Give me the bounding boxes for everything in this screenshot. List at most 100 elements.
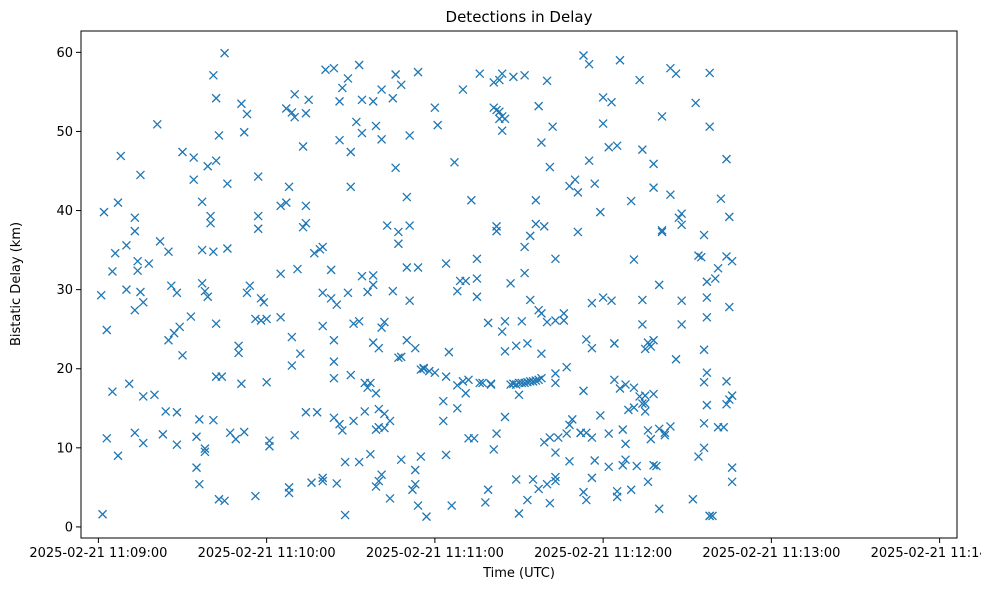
data-point: [665, 422, 675, 431]
data-point: [346, 147, 356, 157]
data-point: [702, 293, 712, 303]
data-point: [349, 416, 359, 426]
data-point: [579, 487, 588, 497]
y-tick-label: 0: [65, 520, 73, 535]
data-point: [281, 198, 291, 208]
data-point: [615, 384, 625, 393]
data-point: [410, 343, 420, 353]
data-point: [116, 151, 126, 161]
data-point: [607, 296, 616, 306]
data-point: [472, 254, 482, 264]
data-point: [724, 212, 734, 222]
data-point: [722, 376, 731, 386]
data-point: [172, 407, 182, 417]
data-point: [309, 248, 319, 258]
data-point: [452, 380, 462, 390]
data-point: [612, 492, 622, 502]
data-point: [618, 425, 628, 435]
data-point: [699, 345, 709, 355]
data-point: [545, 162, 555, 172]
data-point: [349, 319, 359, 329]
data-point: [727, 391, 737, 401]
data-point: [708, 511, 717, 521]
data-point: [520, 378, 530, 388]
markers-group: [96, 48, 737, 522]
data-point: [702, 312, 712, 322]
data-point: [335, 135, 344, 145]
data-point: [197, 245, 207, 255]
data-point: [385, 493, 395, 503]
data-point: [452, 403, 462, 413]
y-tick-label: 60: [56, 46, 73, 61]
data-point: [357, 95, 367, 105]
data-point: [548, 122, 558, 132]
data-point: [724, 302, 734, 312]
data-point: [175, 322, 185, 332]
data-point: [699, 377, 709, 387]
y-tick-label: 10: [56, 441, 73, 456]
data-point: [192, 463, 201, 473]
data-point: [621, 380, 631, 390]
data-point: [206, 211, 216, 221]
data-point: [472, 292, 482, 302]
data-point: [483, 485, 493, 495]
data-point: [472, 274, 482, 284]
data-point: [259, 297, 269, 307]
data-point: [466, 195, 476, 205]
data-point: [256, 293, 266, 303]
data-point: [144, 259, 154, 268]
data-point: [133, 256, 143, 266]
data-point: [158, 429, 168, 439]
data-point: [262, 314, 272, 324]
data-point: [264, 436, 274, 446]
data-point: [713, 263, 723, 273]
data-point: [643, 338, 653, 348]
data-point: [640, 344, 650, 354]
data-point: [385, 416, 395, 426]
data-point: [626, 485, 636, 495]
x-tick-label: 2025-02-21 11:09:00: [29, 546, 167, 561]
data-point: [130, 428, 140, 438]
data-point: [528, 475, 538, 484]
data-point: [413, 67, 423, 77]
data-point: [379, 423, 389, 433]
data-point: [528, 376, 538, 386]
data-point: [318, 288, 328, 298]
data-point: [677, 209, 687, 219]
data-point: [138, 391, 148, 401]
data-point: [441, 259, 451, 268]
data-point: [604, 142, 614, 152]
data-point: [276, 269, 286, 279]
data-point: [256, 316, 266, 325]
data-point: [340, 510, 350, 520]
data-point: [649, 335, 659, 345]
data-point: [699, 418, 709, 428]
data-point: [660, 430, 670, 440]
data-point: [113, 198, 123, 208]
data-point: [598, 119, 608, 129]
data-point: [211, 93, 221, 103]
data-point: [649, 159, 659, 169]
x-tick-label: 2025-02-21 11:13:00: [702, 546, 840, 561]
data-point: [130, 226, 140, 236]
data-point: [287, 108, 297, 117]
data-point: [553, 433, 563, 443]
data-point: [231, 434, 241, 444]
data-point: [520, 242, 530, 252]
data-point: [405, 221, 415, 231]
data-point: [531, 376, 541, 386]
data-point: [629, 403, 639, 412]
data-point: [222, 244, 232, 253]
data-point: [525, 231, 535, 241]
data-point: [388, 286, 398, 296]
data-point: [304, 95, 314, 105]
data-point: [121, 240, 131, 250]
data-point: [326, 265, 336, 275]
data-point: [511, 341, 521, 351]
data-point: [587, 298, 597, 308]
data-point: [637, 319, 647, 329]
data-point: [178, 147, 187, 157]
plot-frame: [80, 30, 958, 539]
data-point: [377, 85, 387, 94]
data-point: [402, 192, 412, 202]
